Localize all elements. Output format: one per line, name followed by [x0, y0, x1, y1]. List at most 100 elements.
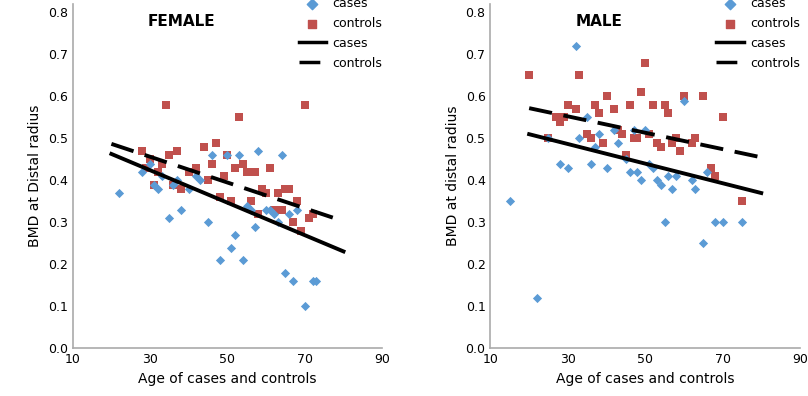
Point — [259, 190, 272, 196]
Point — [716, 219, 729, 226]
Point — [650, 139, 663, 146]
Point — [612, 139, 625, 146]
Point — [140, 165, 153, 171]
Point — [240, 202, 253, 209]
Point — [306, 278, 319, 284]
Point — [584, 135, 597, 142]
Point — [271, 190, 284, 196]
Point — [503, 198, 516, 205]
Point — [276, 207, 288, 213]
Point — [279, 270, 292, 276]
Point — [190, 165, 203, 171]
Point — [542, 135, 555, 142]
Point — [291, 198, 304, 205]
Point — [302, 215, 315, 221]
Point — [159, 102, 172, 108]
Point — [646, 165, 659, 171]
Point — [677, 93, 690, 99]
Point — [209, 139, 222, 146]
Point — [291, 207, 304, 213]
Point — [237, 160, 250, 167]
Point — [650, 177, 663, 184]
Point — [658, 219, 671, 226]
Legend: cases, controls, cases, controls: cases, controls, cases, controls — [717, 0, 800, 70]
Point — [263, 165, 276, 171]
Point — [573, 135, 586, 142]
Point — [654, 181, 667, 188]
Point — [221, 152, 234, 158]
Point — [696, 93, 709, 99]
Point — [627, 127, 640, 133]
Point — [237, 257, 250, 263]
Point — [569, 43, 582, 49]
Point — [562, 102, 574, 108]
Point — [635, 177, 648, 184]
Point — [233, 152, 246, 158]
Point — [267, 211, 280, 217]
X-axis label: Age of cases and controls: Age of cases and controls — [556, 372, 734, 386]
Point — [685, 139, 698, 146]
Point — [542, 135, 555, 142]
Point — [175, 207, 187, 213]
Point — [596, 139, 609, 146]
Point — [205, 152, 218, 158]
Y-axis label: BMD at distal radius: BMD at distal radius — [446, 106, 460, 246]
Point — [549, 114, 562, 120]
Point — [685, 177, 698, 184]
Point — [148, 181, 161, 188]
Point — [170, 177, 183, 184]
Point — [190, 173, 203, 179]
Point — [701, 169, 713, 175]
Point — [112, 190, 125, 196]
Point — [310, 278, 323, 284]
Point — [148, 181, 161, 188]
Point — [213, 194, 226, 200]
Point — [608, 127, 621, 133]
Y-axis label: BMD at Distal radius: BMD at Distal radius — [28, 105, 42, 248]
Point — [221, 152, 234, 158]
Point — [298, 303, 311, 310]
Point — [198, 144, 211, 150]
Point — [175, 186, 187, 192]
Point — [136, 169, 149, 175]
Point — [155, 160, 168, 167]
Point — [670, 135, 683, 142]
Point — [287, 278, 300, 284]
X-axis label: Age of cases and controls: Age of cases and controls — [138, 372, 317, 386]
Point — [705, 165, 718, 171]
Point — [233, 114, 246, 120]
Point — [229, 232, 242, 238]
Point — [252, 211, 265, 217]
Point — [639, 60, 652, 66]
Point — [183, 169, 196, 175]
Point — [569, 106, 582, 112]
Point — [283, 211, 296, 217]
Point — [709, 173, 722, 179]
Point — [642, 160, 655, 167]
Text: MALE: MALE — [575, 14, 622, 29]
Point — [263, 207, 276, 213]
Point — [631, 135, 644, 142]
Point — [689, 135, 702, 142]
Point — [183, 186, 196, 192]
Point — [144, 160, 157, 167]
Point — [248, 169, 261, 175]
Point — [616, 131, 629, 137]
Point — [267, 207, 280, 213]
Point — [205, 160, 218, 167]
Point — [588, 144, 601, 150]
Point — [608, 106, 621, 112]
Point — [163, 215, 176, 221]
Point — [662, 173, 675, 179]
Point — [523, 72, 536, 78]
Point — [581, 131, 594, 137]
Point — [530, 295, 543, 301]
Point — [600, 93, 613, 99]
Point — [581, 114, 594, 120]
Point — [612, 127, 625, 133]
Point — [716, 114, 729, 120]
Point — [620, 152, 633, 158]
Point — [163, 152, 176, 158]
Point — [298, 102, 311, 108]
Point — [306, 211, 319, 217]
